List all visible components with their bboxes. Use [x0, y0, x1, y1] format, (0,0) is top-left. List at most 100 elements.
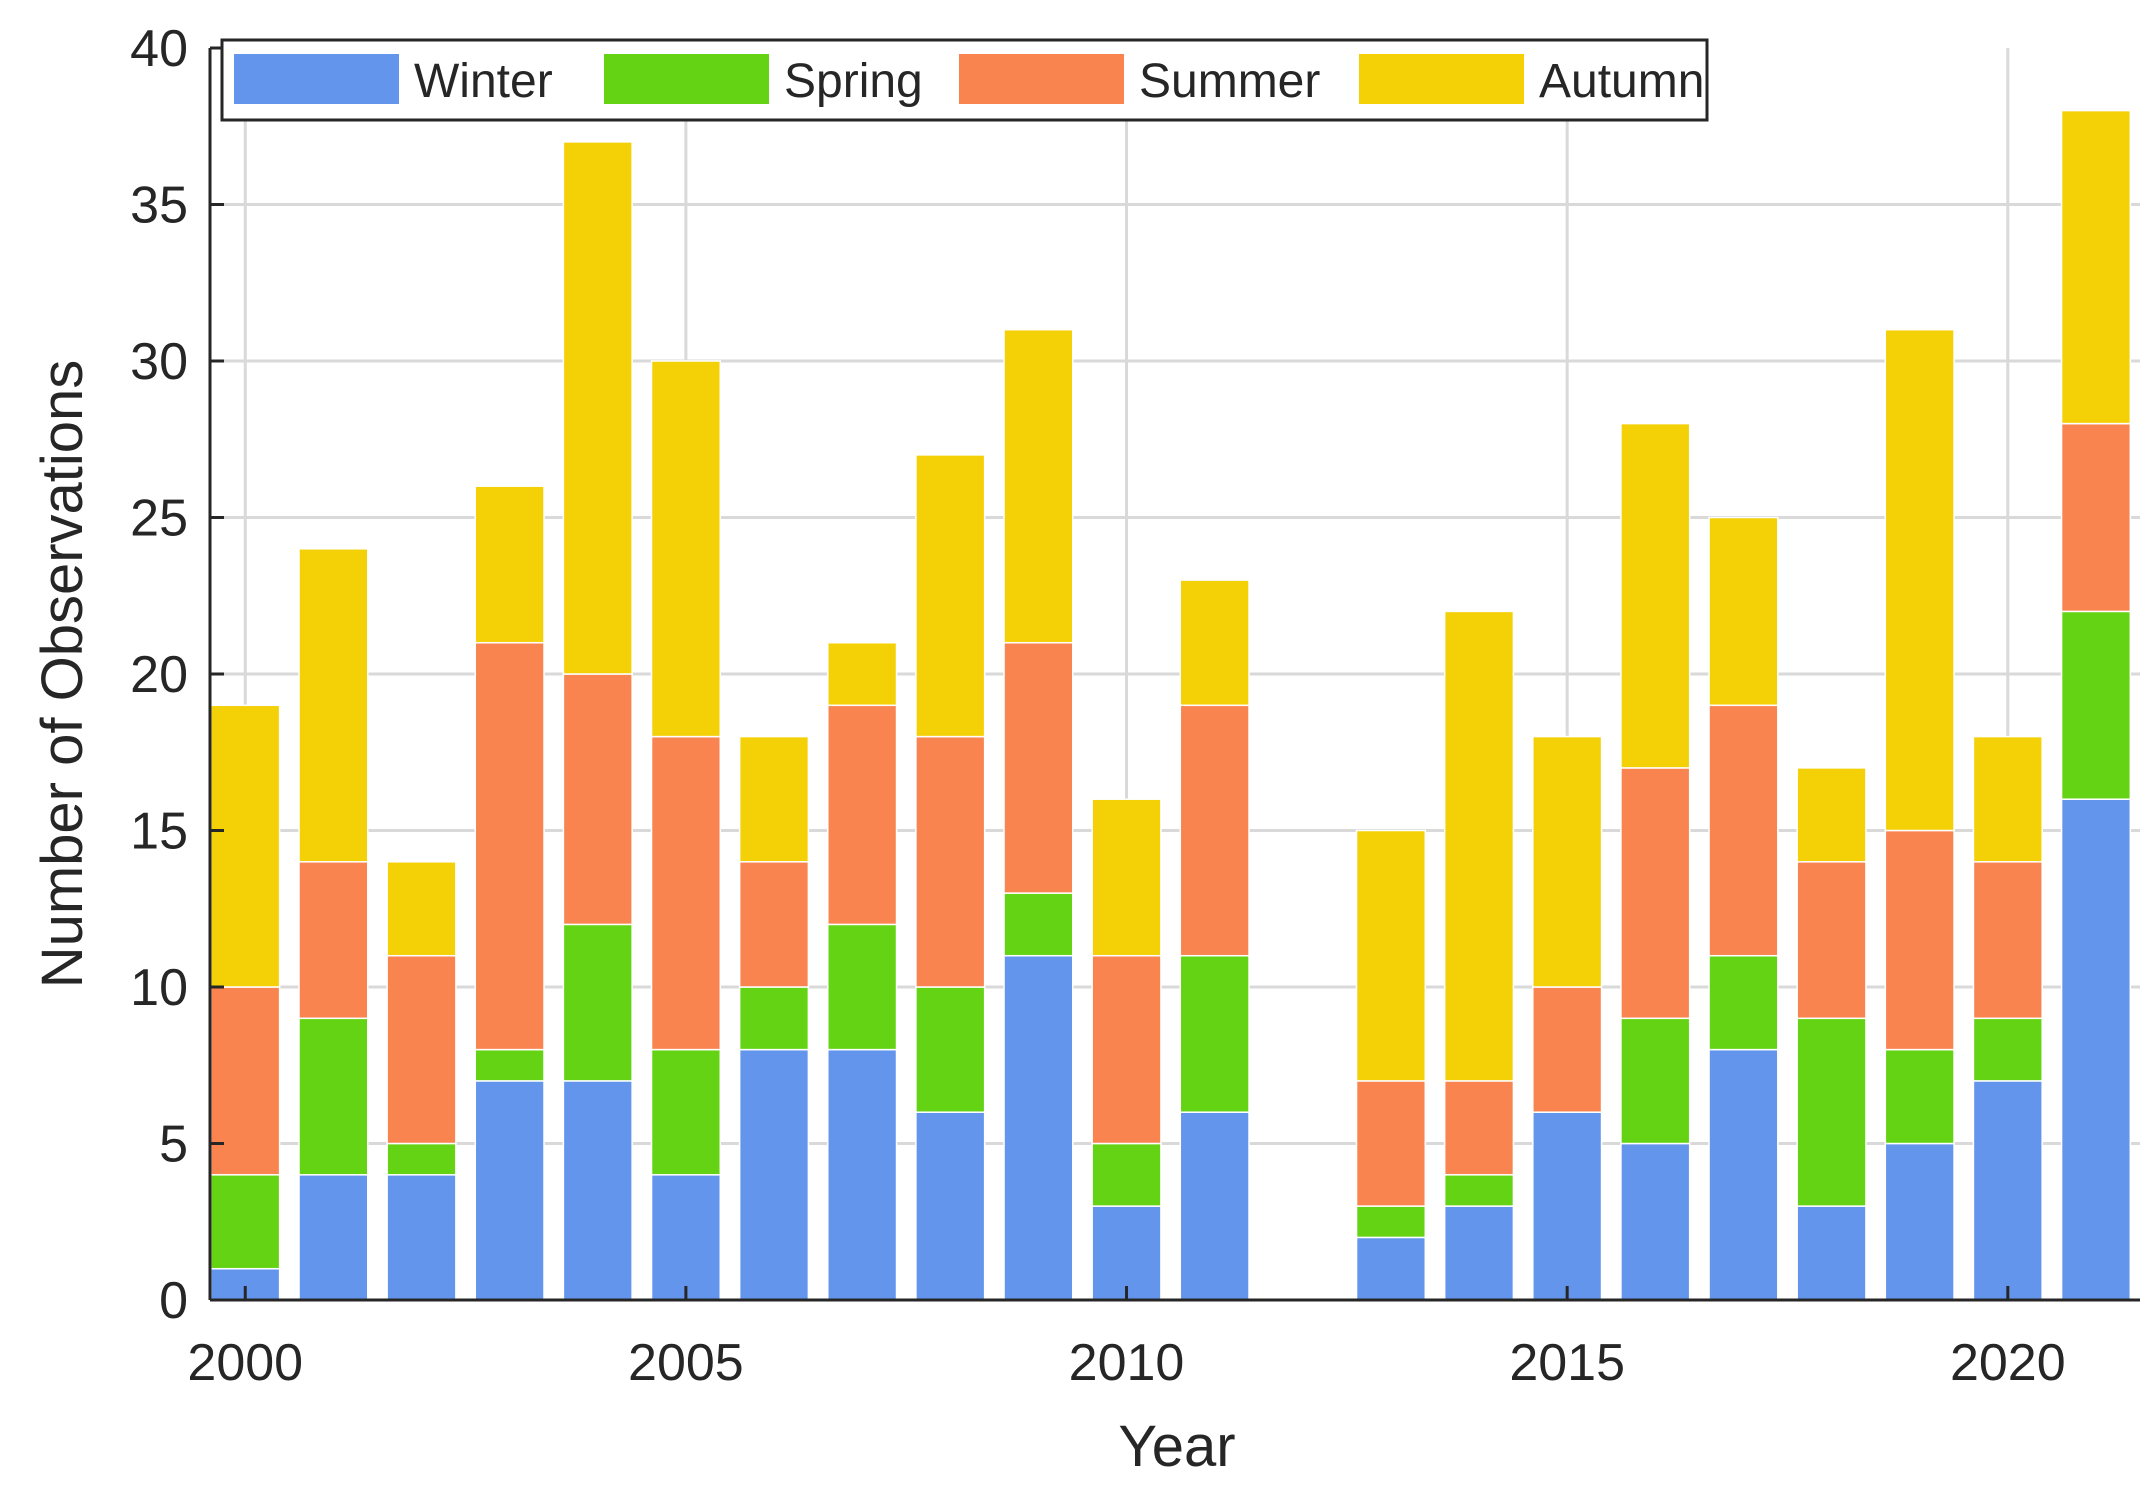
bar-summer-2010 — [1091, 954, 1162, 1145]
bar-autumn-2006 — [738, 735, 810, 863]
y-tick-label: 25 — [130, 490, 188, 548]
bar-winter-2005 — [650, 1174, 722, 1301]
bar-winter-2017 — [1708, 1048, 1779, 1301]
bar-autumn-2002 — [386, 861, 457, 957]
legend-label-summer: Summer — [1139, 55, 1320, 108]
bars — [210, 109, 2132, 1301]
bar-spring-2019 — [1884, 1048, 1955, 1145]
bar-summer-2020 — [1972, 861, 2043, 1020]
tick-labels: 0 5 10 15 20 25 30 35 40 2000 2005 2010 2015 2020 — [130, 20, 2065, 1392]
bar-spring-2009 — [1003, 892, 1074, 957]
bar-summer-2005 — [650, 735, 722, 1051]
bar-winter-2013 — [1355, 1236, 1427, 1301]
bar-winter-2016 — [1620, 1142, 1691, 1301]
x-tick-label: 2020 — [1950, 1334, 2066, 1392]
y-tick-label: 20 — [130, 646, 188, 704]
bar-autumn-2003 — [474, 485, 545, 644]
bar-spring-2006 — [738, 986, 810, 1051]
bar-spring-2001 — [298, 1017, 369, 1176]
bar-summer-2009 — [1003, 641, 1074, 894]
bar-autumn-2007 — [827, 641, 898, 707]
y-tick-label: 15 — [130, 803, 188, 861]
x-tick-label: 2005 — [628, 1334, 744, 1392]
bar-spring-2017 — [1708, 954, 1779, 1051]
y-tick-label: 30 — [130, 333, 188, 391]
y-tick-label: 40 — [130, 20, 188, 78]
bar-autumn-2019 — [1884, 328, 1955, 832]
bar-autumn-2001 — [298, 548, 369, 863]
bar-winter-2002 — [386, 1174, 457, 1301]
bar-spring-2007 — [827, 923, 898, 1051]
bar-autumn-2005 — [650, 360, 722, 738]
bar-autumn-2004 — [562, 141, 633, 675]
bar-winter-2009 — [1003, 954, 1074, 1301]
bar-summer-2013 — [1355, 1080, 1427, 1207]
bar-summer-2004 — [562, 673, 633, 926]
bar-spring-2000 — [210, 1174, 281, 1270]
bar-autumn-2017 — [1708, 516, 1779, 707]
bar-winter-2008 — [915, 1111, 986, 1301]
bar-spring-2004 — [562, 923, 633, 1082]
bar-winter-2003 — [474, 1080, 545, 1301]
bar-spring-2003 — [474, 1048, 545, 1082]
legend-swatch-autumn — [1359, 54, 1524, 104]
legend: Winter Spring Summer Autumn — [220, 38, 1709, 122]
bar-spring-2021 — [2060, 610, 2132, 800]
bar-winter-2011 — [1179, 1111, 1250, 1301]
bar-summer-2001 — [298, 861, 369, 1020]
axes — [208, 46, 2140, 1302]
bar-winter-2019 — [1884, 1142, 1955, 1301]
bar-summer-2016 — [1620, 767, 1691, 1020]
bar-winter-2018 — [1796, 1205, 1867, 1301]
bar-autumn-2000 — [210, 704, 281, 988]
bar-autumn-2011 — [1179, 579, 1250, 707]
bar-summer-2002 — [386, 954, 457, 1145]
legend-label-autumn: Autumn — [1539, 55, 1704, 108]
bar-summer-2018 — [1796, 861, 1867, 1020]
y-tick-label: 5 — [159, 1116, 188, 1174]
bar-autumn-2015 — [1532, 735, 1603, 988]
bar-spring-2005 — [650, 1048, 722, 1176]
y-axis-title: Number of Observations — [30, 360, 95, 989]
y-tick-label: 35 — [130, 177, 188, 235]
y-tick-label: 0 — [159, 1272, 188, 1330]
x-axis-title: Year — [1118, 1414, 1235, 1479]
bar-spring-2010 — [1091, 1142, 1162, 1207]
bar-autumn-2018 — [1796, 767, 1867, 863]
bar-autumn-2016 — [1620, 422, 1691, 769]
bar-autumn-2008 — [915, 454, 986, 738]
bar-winter-2004 — [562, 1080, 633, 1301]
bar-spring-2002 — [386, 1142, 457, 1176]
legend-label-winter: Winter — [414, 55, 553, 108]
bar-spring-2011 — [1179, 954, 1250, 1113]
bar-summer-2000 — [210, 986, 281, 1176]
bar-autumn-2010 — [1091, 798, 1162, 957]
bar-winter-2015 — [1532, 1111, 1603, 1301]
bar-winter-2014 — [1443, 1205, 1515, 1301]
bar-winter-2020 — [1972, 1080, 2043, 1301]
bar-spring-2016 — [1620, 1017, 1691, 1145]
bar-summer-2007 — [827, 704, 898, 926]
bar-spring-2014 — [1443, 1174, 1515, 1207]
y-tick-label: 10 — [130, 959, 188, 1017]
bar-autumn-2009 — [1003, 328, 1074, 644]
bar-summer-2021 — [2060, 422, 2132, 613]
bar-summer-2008 — [915, 735, 986, 988]
bar-spring-2008 — [915, 986, 986, 1113]
bar-autumn-2014 — [1443, 610, 1515, 1082]
bar-winter-2007 — [827, 1048, 898, 1301]
bar-autumn-2013 — [1355, 829, 1427, 1082]
bar-summer-2019 — [1884, 829, 1955, 1051]
bar-summer-2006 — [738, 861, 810, 988]
bar-autumn-2021 — [2060, 109, 2132, 425]
bar-spring-2013 — [1355, 1205, 1427, 1239]
legend-swatch-spring — [604, 54, 769, 104]
bar-spring-2018 — [1796, 1017, 1867, 1207]
bar-summer-2015 — [1532, 986, 1603, 1113]
bar-autumn-2020 — [1972, 735, 2043, 863]
legend-label-spring: Spring — [784, 55, 923, 108]
bar-winter-2001 — [298, 1174, 369, 1301]
legend-swatch-summer — [959, 54, 1124, 104]
